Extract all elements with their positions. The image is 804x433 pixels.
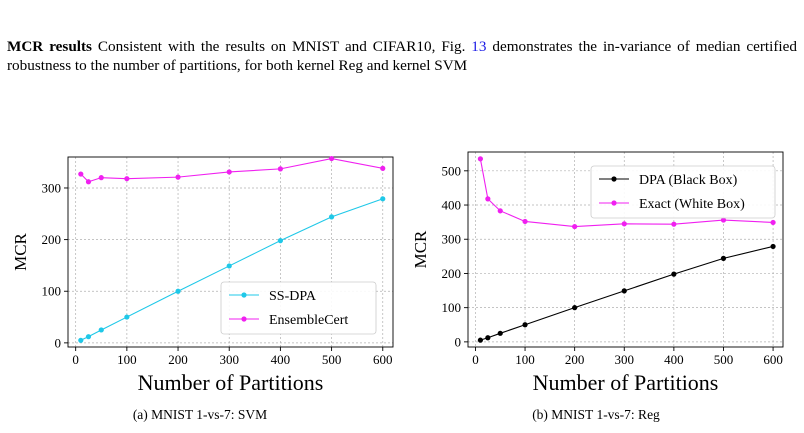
chart-b-ytick-label: 100 <box>442 300 462 315</box>
chart-b-xtick-label: 100 <box>515 352 535 367</box>
chart-a: 0 100 200 300 400 500 600 0 100 200 300 Number of P… <box>11 155 394 395</box>
chart-a-legend-label-1: EnsembleCert <box>269 313 348 328</box>
figure-reference-link[interactable]: 13 <box>471 38 487 55</box>
chart-a-series-1-point <box>98 175 104 181</box>
chart-a-xtick-label: 600 <box>373 352 393 367</box>
chart-a-xtick-label: 500 <box>322 352 342 367</box>
figure-a: 0 100 200 300 400 500 600 0 100 200 300 Number of P… <box>0 92 400 432</box>
chart-a-ytick-label: 100 <box>42 284 62 299</box>
chart-a-xtick-label: 100 <box>117 352 137 367</box>
chart-a-series-1-point <box>328 155 335 162</box>
chart-a-series-0-point <box>85 334 92 340</box>
chart-b-series-1-point <box>770 219 776 226</box>
chart-b-series-0-point <box>522 322 528 328</box>
chart-b-axes-frame <box>467 151 784 348</box>
chart-a-axes-frame <box>67 156 394 348</box>
chart-b-xtick-label: 0 <box>472 352 479 367</box>
chart-b-series-1-point <box>522 218 528 225</box>
chart-a-series-1-point <box>78 171 84 177</box>
chart-b-ytick-label: 500 <box>442 163 462 178</box>
chart-b-xtick-label: 300 <box>615 352 635 367</box>
chart-a-ytick-label: 0 <box>55 335 62 350</box>
chart-a-series-0-point <box>226 263 232 269</box>
chart-b-legend-box <box>590 165 776 219</box>
chart-b-series-0-point <box>477 337 484 343</box>
chart-a-xtick-label: 0 <box>72 352 79 367</box>
chart-b-y-axis-label: MCR <box>411 230 430 268</box>
chart-a-legend-label-0: SS-DPA <box>269 289 317 304</box>
chart-a-legend-marker-0 <box>241 292 247 298</box>
chart-a-series-0-point <box>380 196 386 202</box>
chart-b-series-0-point <box>671 271 677 277</box>
chart-b-ytick-label: 200 <box>442 266 462 281</box>
chart-a-series-1-point <box>85 179 92 185</box>
chart-a-x-axis-label: Number of Partitions <box>138 370 324 392</box>
chart-b-ytick-label: 300 <box>442 232 462 247</box>
chart-b-legend-label-1: Exact (White Box) <box>639 197 745 212</box>
chart-b-series-0-point <box>572 305 578 311</box>
chart-a-xtick-label: 300 <box>219 352 239 367</box>
chart-b-series-1-point <box>497 208 503 214</box>
chart-b-xtick-label: 400 <box>664 352 684 367</box>
chart-a-series-1-point <box>226 169 232 175</box>
chart-b-series-1-point <box>572 223 578 230</box>
chart-a-series-0-point <box>175 288 181 294</box>
chart-a-xtick-label: 400 <box>271 352 291 367</box>
chart-b-series-1-point <box>485 196 491 202</box>
figure-b: 0 100 200 300 400 500 600 0 100 200 300 400 500 Numbe… <box>404 92 804 432</box>
chart-a-series-0-point <box>124 314 130 320</box>
chart-b-series-0-point <box>621 288 627 294</box>
chart-b-legend-marker-1 <box>611 200 617 206</box>
caption-b: (b) MNIST 1-vs-7: Reg <box>532 407 660 422</box>
chart-b-series-1-point <box>477 156 484 162</box>
chart-b-series-0-point <box>497 330 503 336</box>
paragraph-text-2: demonstrates the in-variance of median c… <box>7 38 797 74</box>
chart-b-x-axis-label: Number of Partitions <box>533 370 719 392</box>
chart-a-legend-box <box>220 281 377 335</box>
chart-b-xtick-label: 500 <box>714 352 734 367</box>
chart-b-legend: DPA (Black Box) Exact (White Box) <box>590 165 776 219</box>
chart-a-ytick-label: 200 <box>42 232 62 247</box>
chart-a-series-0-point <box>277 238 284 244</box>
chart-a-series-1-point <box>277 166 284 172</box>
chart-b-legend-marker-0 <box>611 176 617 182</box>
chart-b-ytick-label: 0 <box>455 334 462 349</box>
chart-b-series-0-point <box>485 335 491 341</box>
paragraph-text-1: Consistent with the results on MNIST and… <box>91 38 472 55</box>
chart-a-series-0-point <box>98 327 104 333</box>
chart-b-xtick-label: 200 <box>565 352 585 367</box>
chart-a-series-1-point <box>124 176 130 182</box>
chart-b-series-1-point <box>621 221 627 227</box>
chart-b-series-0-point <box>720 255 727 261</box>
chart-a-legend-marker-1 <box>241 316 247 322</box>
chart-b: 0 100 200 300 400 500 600 0 100 200 300 400 500 Numbe… <box>411 151 784 395</box>
chart-a-series-0-point <box>78 337 84 343</box>
chart-a-xtick-label: 200 <box>168 352 188 367</box>
chart-a-legend: SS-DPA EnsembleCert <box>220 281 377 335</box>
chart-b-xtick-label: 600 <box>763 352 783 367</box>
chart-a-y-axis-label: MCR <box>11 232 30 270</box>
chart-a-series-1-point <box>380 165 386 171</box>
chart-b-series-0-point <box>770 243 776 250</box>
chart-a-ytick-label: 300 <box>42 180 62 195</box>
results-paragraph: MCR results Consistent with the results … <box>7 38 797 75</box>
chart-b-ytick-label: 400 <box>442 198 462 213</box>
paragraph-heading: MCR results <box>7 38 92 55</box>
chart-a-series-1-point <box>175 174 181 180</box>
chart-b-legend-label-0: DPA (Black Box) <box>639 173 738 188</box>
chart-a-series-0-point <box>328 214 335 220</box>
chart-b-series-1-point <box>671 221 677 227</box>
chart-b-series-1-point <box>720 217 727 223</box>
caption-a: (a) MNIST 1-vs-7: SVM <box>132 407 268 422</box>
